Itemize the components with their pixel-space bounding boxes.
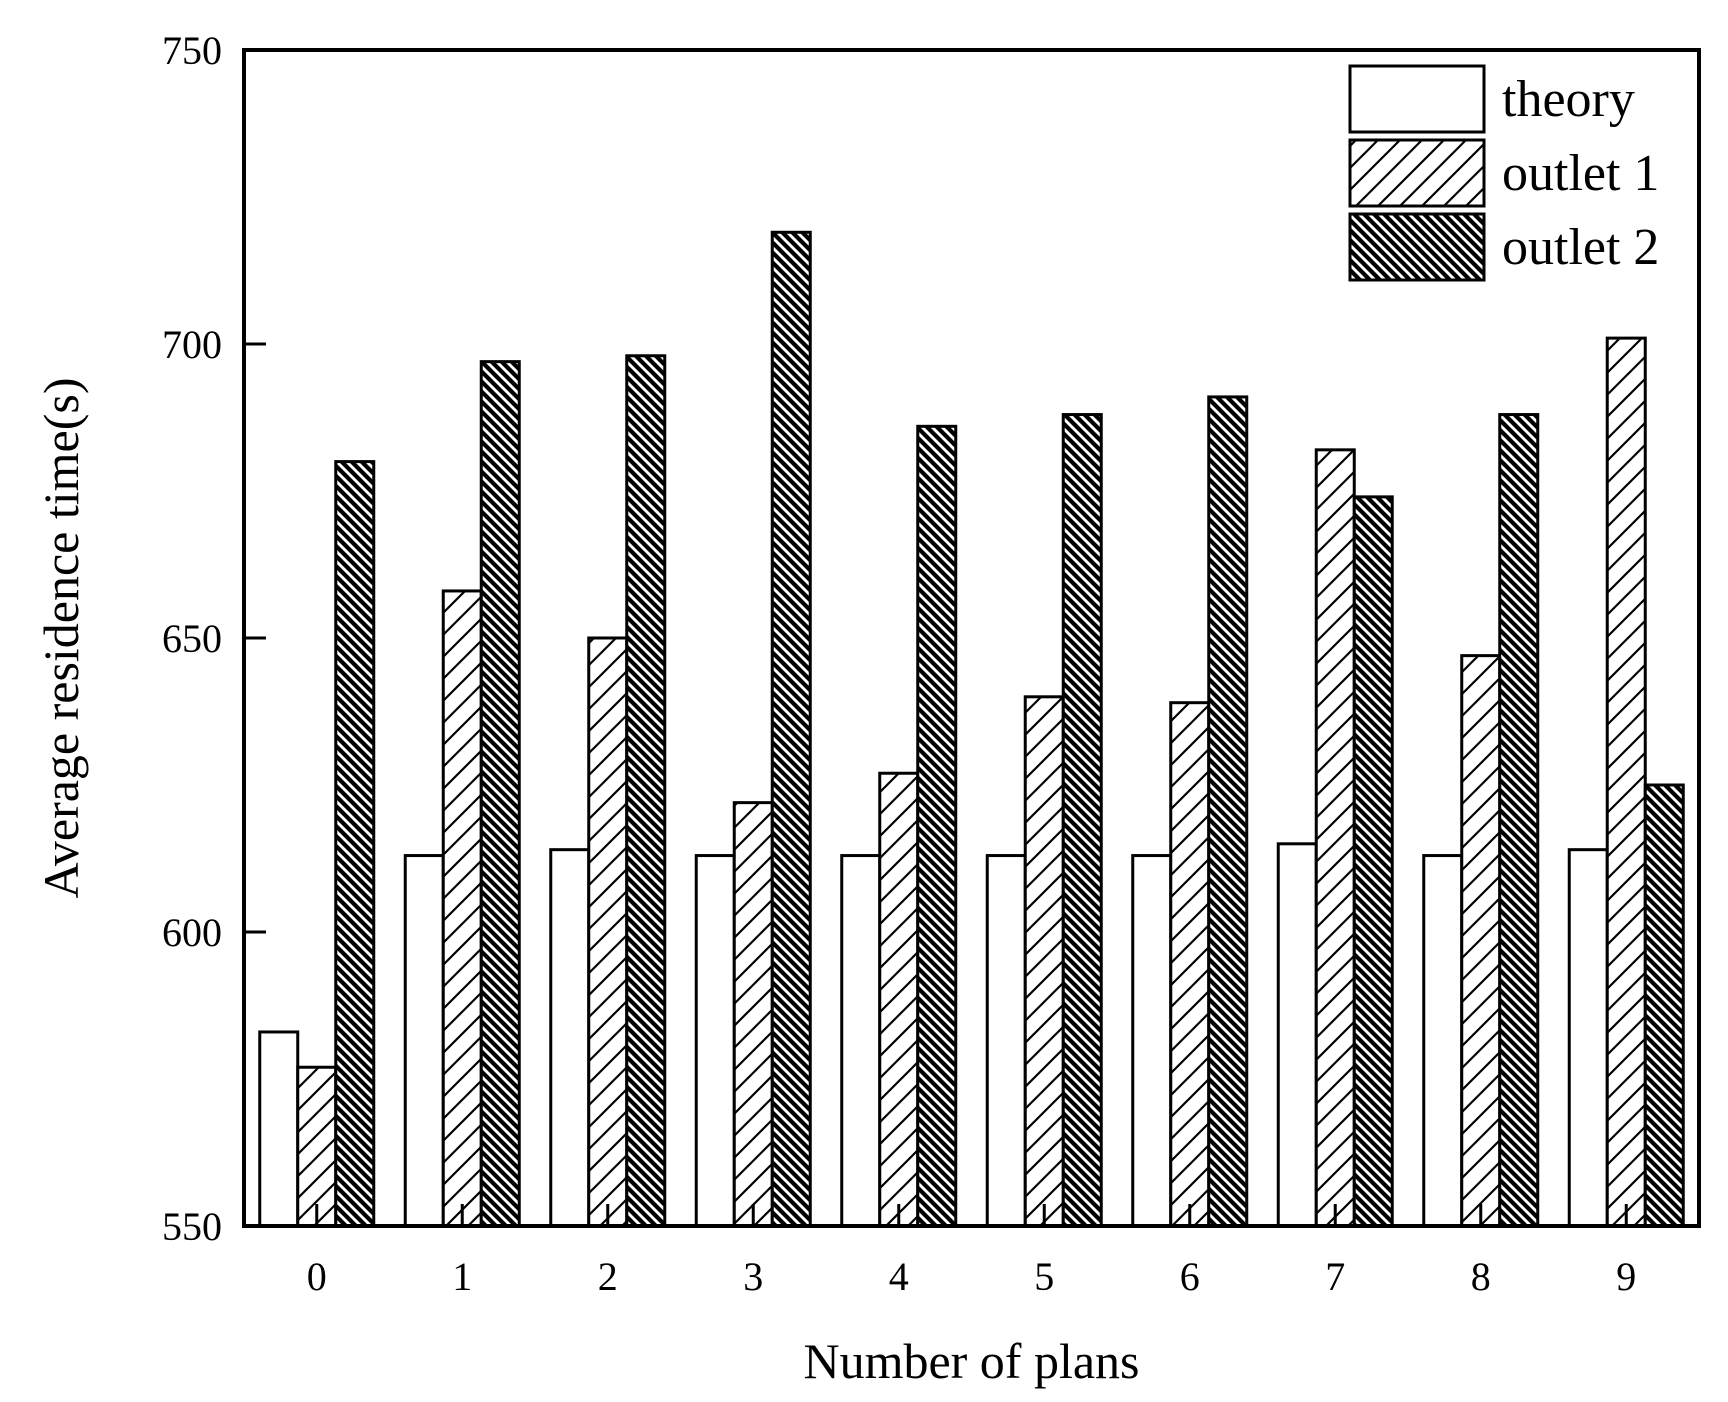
bar-outlet-2-7	[1352, 495, 1394, 1228]
bar-theory-5	[985, 854, 1027, 1228]
legend-label-outlet-2: outlet 2	[1502, 219, 1659, 276]
y-tick-label-700: 700	[162, 322, 222, 367]
bar-theory-3	[694, 854, 736, 1228]
bar-outlet-1-5	[1023, 695, 1065, 1228]
y-tick-label-750: 750	[162, 28, 222, 73]
bar-outlet-2-1	[479, 360, 521, 1228]
x-axis-label: Number of plans	[803, 1333, 1139, 1389]
x-tick-label-8: 8	[1471, 1254, 1491, 1299]
bar-outlet-2-8	[1498, 413, 1540, 1228]
y-tick-label-600: 600	[162, 910, 222, 955]
bar-outlet-1-3	[732, 801, 774, 1228]
bar-theory-8	[1422, 854, 1464, 1228]
bar-outlet-2-2	[625, 354, 667, 1228]
y-tick-label-550: 550	[162, 1204, 222, 1249]
bar-outlet-1-8	[1460, 654, 1502, 1228]
x-tick-label-7: 7	[1325, 1254, 1345, 1299]
x-tick-label-9: 9	[1616, 1254, 1636, 1299]
bar-outlet-2-0	[334, 460, 376, 1228]
bar-outlet-2-4	[916, 424, 958, 1228]
bar-outlet-1-2	[587, 636, 629, 1228]
x-tick-label-5: 5	[1034, 1254, 1054, 1299]
y-tick-label-650: 650	[162, 616, 222, 661]
bar-theory-4	[840, 854, 882, 1228]
bar-theory-0	[258, 1030, 300, 1228]
bar-outlet-2-6	[1207, 395, 1249, 1228]
x-tick-label-6: 6	[1180, 1254, 1200, 1299]
x-tick-label-3: 3	[743, 1254, 763, 1299]
bar-theory-7	[1276, 842, 1318, 1228]
bar-outlet-1-7	[1314, 448, 1356, 1228]
legend-label-theory: theory	[1502, 71, 1635, 128]
x-tick-label-1: 1	[452, 1254, 472, 1299]
bar-theory-2	[549, 848, 591, 1228]
bar-outlet-1-4	[878, 771, 920, 1228]
x-tick-label-0: 0	[307, 1254, 327, 1299]
bar-outlet-1-9	[1605, 336, 1647, 1228]
legend-label-outlet-1: outlet 1	[1502, 145, 1659, 202]
bar-theory-6	[1131, 854, 1173, 1228]
bar-outlet-2-5	[1061, 413, 1103, 1228]
y-axis-label: Average residence time(s)	[33, 377, 89, 898]
bar-outlet-1-6	[1169, 701, 1211, 1228]
legend-swatch-outlet-1	[1348, 138, 1486, 208]
bar-outlet-2-3	[770, 230, 812, 1228]
legend-swatch-outlet-2	[1348, 212, 1486, 282]
bar-outlet-1-1	[441, 589, 483, 1228]
x-tick-label-2: 2	[598, 1254, 618, 1299]
bar-theory-9	[1567, 848, 1609, 1228]
bar-outlet-1-0	[296, 1065, 338, 1228]
bar-outlet-2-9	[1643, 783, 1685, 1228]
bar-theory-1	[403, 854, 445, 1228]
x-tick-label-4: 4	[889, 1254, 909, 1299]
legend-swatch-theory	[1348, 64, 1486, 134]
